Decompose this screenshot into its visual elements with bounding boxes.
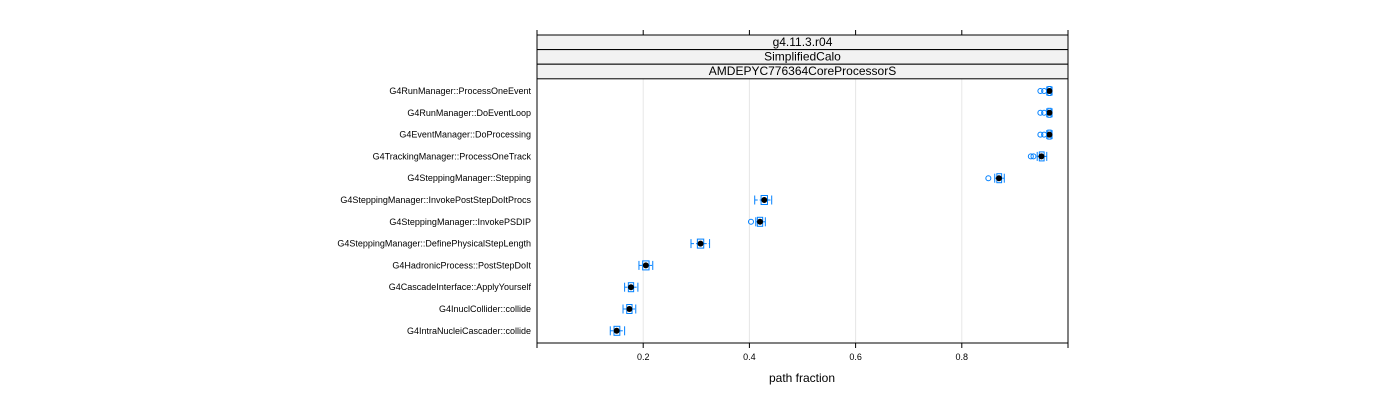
panel-border <box>536 34 1069 344</box>
category-label: G4EventManager::DoProcessing <box>399 130 531 140</box>
category-label: G4IntraNucleiCascader::collide <box>407 326 531 336</box>
outlier-point <box>1037 109 1044 116</box>
box-item <box>1037 129 1053 140</box>
box-series <box>609 86 1053 336</box>
median-dot <box>995 175 1002 182</box>
outlier-point <box>1037 131 1044 138</box>
box-item <box>690 238 711 249</box>
median-dot <box>1046 109 1053 116</box>
outlier-point <box>1041 131 1048 138</box>
x-tick-label: 0.2 <box>637 352 650 362</box>
strip-label: g4.11.3.r04 <box>773 35 833 49</box>
strip-label: SimplifiedCalo <box>764 50 841 64</box>
category-label: G4SteppingManager::DefinePhysicalStepLen… <box>337 239 531 249</box>
x-tick-label: 0.8 <box>956 352 969 362</box>
box-item <box>638 260 654 271</box>
grid-lines <box>642 79 963 343</box>
box-item <box>1037 107 1053 118</box>
plot-frame <box>536 34 1069 344</box>
box-item <box>624 282 639 293</box>
median-dot <box>757 218 764 225</box>
median-dot <box>1046 88 1053 94</box>
box-item <box>609 325 626 336</box>
median-dot <box>627 284 634 291</box>
outlier-point <box>1030 153 1037 160</box>
median-dot <box>642 262 649 269</box>
box-rect <box>696 238 705 249</box>
outlier-point <box>747 218 754 225</box>
x-tick-label: 0.6 <box>849 352 862 362</box>
category-label: G4SteppingManager::Stepping <box>407 173 531 183</box>
median-dot <box>613 327 620 334</box>
category-label: G4CascadeInterface::ApplyYourself <box>389 282 532 292</box>
outlier-point <box>1037 88 1044 94</box>
x-axis-title: path fraction <box>769 371 835 385</box>
category-label: G4HadronicProcess::PostStepDoIt <box>392 260 531 270</box>
box-item <box>1037 86 1053 96</box>
category-label: G4TrackingManager::ProcessOneTrack <box>373 151 532 161</box>
outlier-point <box>1027 153 1034 160</box>
category-label: G4InuclCollider::collide <box>439 304 531 314</box>
median-dot <box>697 240 704 247</box>
category-label: G4SteppingManager::InvokePostStepDoItPro… <box>340 195 531 205</box>
box-rect <box>760 195 768 205</box>
x-tick-label: 0.4 <box>743 352 756 362</box>
box-item <box>985 173 1005 184</box>
strip-label: AMDEPYC776364CoreProcessorS <box>709 64 896 78</box>
median-dot <box>1046 131 1053 138</box>
outlier-point <box>1041 88 1048 94</box>
median-dot <box>761 197 768 203</box>
outlier-point <box>985 175 992 182</box>
category-label: G4RunManager::DoEventLoop <box>407 108 531 118</box>
box-item <box>1027 151 1048 162</box>
x-axis: 0.2 0.4 0.6 0.8 <box>536 30 1069 362</box>
y-axis-labels: G4RunManager::ProcessOneEventG4RunManage… <box>337 86 531 336</box>
box-item <box>622 304 637 314</box>
box-item <box>754 195 773 205</box>
median-dot <box>1038 153 1045 160</box>
panel-strips: g4.11.3.r04SimplifiedCaloAMDEPYC776364Co… <box>536 34 1069 80</box>
outlier-point <box>1041 109 1048 116</box>
category-label: G4RunManager::ProcessOneEvent <box>389 86 531 96</box>
box-item <box>747 216 766 227</box>
box-rect <box>642 260 650 271</box>
median-dot <box>626 306 633 312</box>
category-label: G4SteppingManager::InvokePSDIP <box>389 217 531 227</box>
